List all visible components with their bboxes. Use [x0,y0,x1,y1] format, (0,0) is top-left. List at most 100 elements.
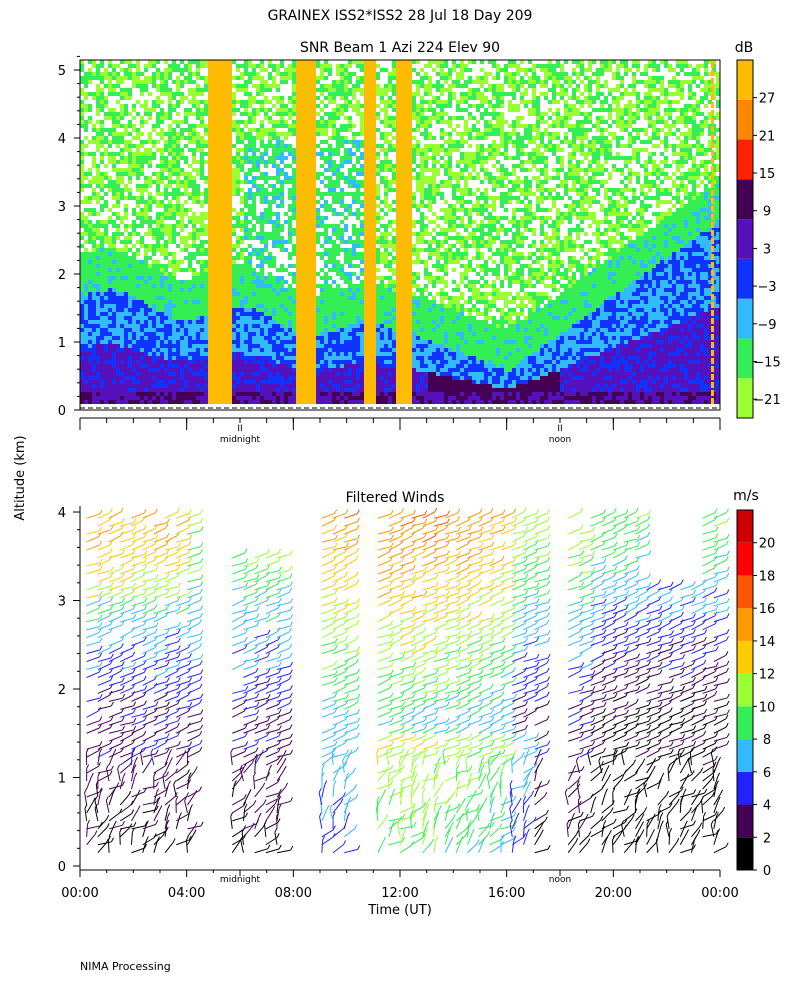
snr-cell [352,348,356,352]
snr-cell [280,64,284,68]
snr-cell [88,220,92,224]
snr-cell [212,276,216,280]
snr-cell [204,364,208,368]
snr-cell [220,168,224,172]
snr-cell [120,312,124,316]
snr-cell [108,352,112,356]
snr-cell [96,140,100,144]
snr-cell [252,136,256,140]
snr-cell [248,336,252,340]
snr-cell [112,180,116,184]
snr-cell [344,336,348,340]
snr-cell [232,340,236,344]
snr-cell [184,300,188,304]
snr-cell [328,164,332,168]
snr-cell [192,384,196,388]
snr-cell [320,392,324,396]
snr-cell [132,208,136,212]
snr-cell [144,304,148,308]
snr-cell [240,128,244,132]
snr-cell [248,104,252,108]
snr-cell [176,328,180,332]
snr-cell [344,124,348,128]
snr-cell [80,160,84,164]
snr-cell [252,280,256,284]
snr-cell [96,292,100,296]
snr-cell [248,112,252,116]
snr-cell [292,196,296,200]
snr-cell [192,104,196,108]
snr-cell [304,360,308,364]
snr-cell [272,212,276,216]
snr-cell [228,372,232,376]
snr-cell [360,308,364,312]
snr-cell [296,164,300,168]
snr-cell [304,220,308,224]
snr-cell [308,216,312,220]
snr-cell [356,288,360,292]
snr-cell [140,160,144,164]
snr-cell [296,64,300,68]
snr-cell [176,80,180,84]
snr-cell [216,396,220,400]
snr-cell [104,376,108,380]
snr-cell [292,120,296,124]
snr-cell [148,196,152,200]
snr-cell [224,64,228,68]
snr-cell [344,376,348,380]
snr-cell [128,400,132,404]
snr-cell [84,352,88,356]
snr-cell [340,324,344,328]
snr-cell [208,100,212,104]
snr-cell [128,360,132,364]
snr-cell [168,252,172,256]
snr-cell [340,236,344,240]
snr-cell [292,356,296,360]
snr-cell [344,108,348,112]
snr-cell [296,300,300,304]
snr-cell [108,288,112,292]
snr-cell [144,188,148,192]
snr-cell [192,256,196,260]
snr-cell [268,252,272,256]
snr-cell [312,68,316,72]
snr-cell [328,136,332,140]
snr-cell [180,392,184,396]
snr-cell [84,368,88,372]
snr-cell [116,268,120,272]
snr-cell [88,184,92,188]
snr-cell [224,316,228,320]
snr-cell [120,396,124,400]
snr-cell [332,92,336,96]
snr-cell [140,340,144,344]
snr-cell [80,152,84,156]
snr-cell [80,224,84,228]
snr-cell [192,152,196,156]
snr-cell [212,384,216,388]
snr-cell [160,332,164,336]
snr-cell [208,184,212,188]
snr-cell [356,104,360,108]
snr-cell [304,132,308,136]
snr-cell [204,280,208,284]
snr-cell [344,368,348,372]
snr-cell [280,72,284,76]
snr-cell [292,132,296,136]
snr-cell [208,236,212,240]
snr-cell [120,364,124,368]
snr-cell [188,60,192,64]
snr-cell [88,236,92,240]
snr-cell [136,132,140,136]
snr-cell [260,312,264,316]
snr-cell [328,252,332,256]
snr-cell [312,84,316,88]
snr-cell [308,76,312,80]
snr-cell [308,268,312,272]
snr-cell [300,124,304,128]
snr-cell [80,292,84,296]
snr-cell [276,204,280,208]
snr-cell [324,156,328,160]
snr-cell [200,240,204,244]
snr-cell [88,400,92,404]
snr-cell [168,336,172,340]
